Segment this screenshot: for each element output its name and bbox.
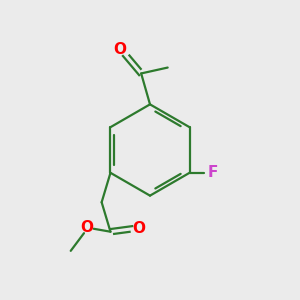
Text: O: O — [113, 41, 126, 56]
Text: F: F — [208, 165, 218, 180]
Text: O: O — [80, 220, 93, 235]
Text: O: O — [133, 221, 146, 236]
